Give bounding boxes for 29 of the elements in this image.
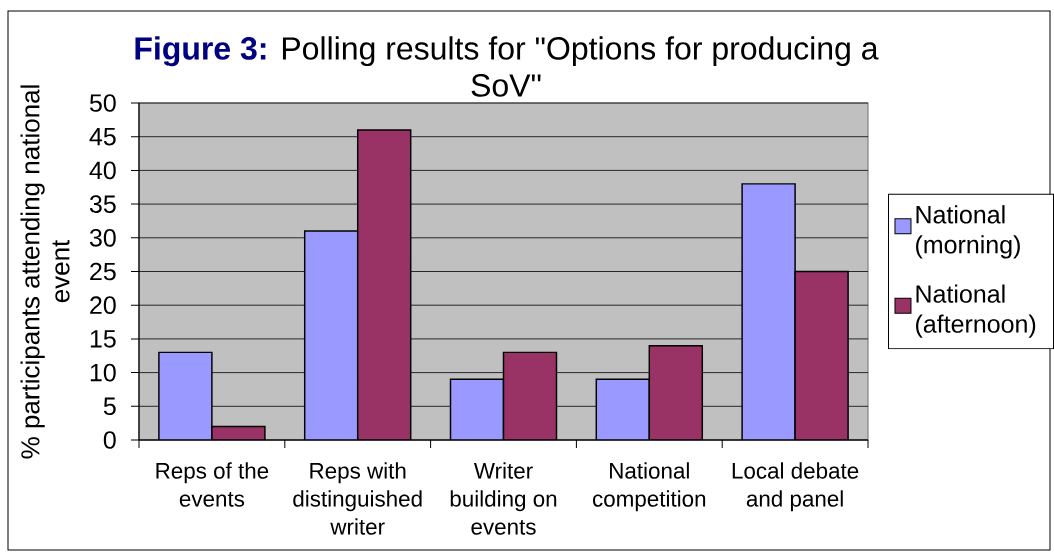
bar xyxy=(503,352,557,440)
bar xyxy=(741,183,796,440)
bar xyxy=(304,231,358,440)
y-tick-label: 40 xyxy=(89,161,116,180)
x-tick-label: Reps with distinguished writer xyxy=(293,462,422,535)
x-tick-label: Writer building on events xyxy=(450,462,557,535)
y-tick-label: 20 xyxy=(90,296,116,315)
x-tick-label: Reps of the events xyxy=(156,462,269,507)
y-tick-label: 0 xyxy=(103,431,116,449)
bar xyxy=(794,270,849,440)
chart-title: Figure 3: Polling results for "Options for producing a SoV" xyxy=(135,36,879,97)
x-tick-label: Local debate and panel xyxy=(732,462,859,512)
y-tick-label: 30 xyxy=(89,228,116,247)
legend-label: National (morning) xyxy=(916,205,1020,259)
y-tick-label: 5 xyxy=(103,397,116,416)
y-tick-label: 15 xyxy=(90,330,116,348)
bar xyxy=(649,345,703,440)
bar xyxy=(357,129,411,440)
y-tick-label: 50 xyxy=(89,94,116,112)
y-tick-label: 35 xyxy=(89,195,116,213)
bar xyxy=(158,352,212,440)
y-axis-title: % participants attending national event xyxy=(20,85,70,459)
bar xyxy=(596,379,650,440)
x-tick-label: National competition xyxy=(592,462,706,512)
legend-label: National (afternoon) xyxy=(916,284,1036,338)
bar xyxy=(450,379,504,440)
y-tick-label: 10 xyxy=(90,363,116,382)
y-tick-label: 25 xyxy=(90,262,116,281)
y-tick-label: 45 xyxy=(89,127,116,146)
